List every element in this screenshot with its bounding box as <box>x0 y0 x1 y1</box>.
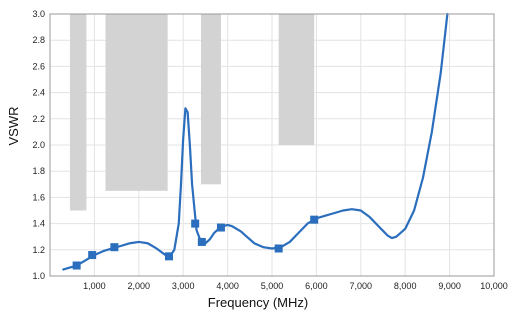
x-tick-label-8: 9,000 <box>438 281 461 291</box>
y-tick-label-9: 2.8 <box>32 35 45 45</box>
y-tick-label-7: 2.4 <box>32 88 45 98</box>
limit-band-3 <box>278 14 315 145</box>
x-tick-label-6: 7,000 <box>350 281 373 291</box>
limit-band-2 <box>200 14 221 185</box>
y-tick-label-4: 1.8 <box>32 166 45 176</box>
y-tick-label-0: 1.0 <box>32 271 45 281</box>
x-axis-label: Frequency (MHz) <box>208 295 308 310</box>
data-marker-8 <box>310 215 319 224</box>
markers-layer <box>72 215 319 270</box>
y-axis-label: VSWR <box>6 107 21 146</box>
x-tick-label-5: 6,000 <box>305 281 328 291</box>
plot-border <box>49 13 495 277</box>
y-tick-label-10: 3.0 <box>32 9 45 19</box>
data-marker-5 <box>197 237 206 246</box>
y-tick-label-3: 1.6 <box>32 192 45 202</box>
data-marker-2 <box>110 243 119 252</box>
x-tick-label-1: 2,000 <box>128 281 151 291</box>
data-marker-0 <box>72 261 81 270</box>
y-tick-labels: 1.0 1.2 1.4 1.6 1.8 2.0 2.2 2.4 2.6 2.8 3.0 <box>32 9 45 281</box>
limit-band-1 <box>105 14 168 191</box>
y-tick-label-5: 2.0 <box>32 140 45 150</box>
data-marker-6 <box>216 223 225 232</box>
data-marker-7 <box>274 244 283 253</box>
x-tick-label-4: 5,000 <box>261 281 284 291</box>
data-marker-3 <box>164 252 173 261</box>
y-tick-label-6: 2.2 <box>32 114 45 124</box>
bands-layer <box>69 14 315 211</box>
y-tick-label-8: 2.6 <box>32 61 45 71</box>
x-tick-labels: 1,000 2,000 3,000 4,000 5,000 6,000 7,000 8,000… <box>83 281 508 291</box>
series-layer <box>62 12 449 271</box>
x-tick-label-3: 4,000 <box>216 281 239 291</box>
x-tick-label-7: 8,000 <box>394 281 417 291</box>
y-tick-label-2: 1.4 <box>32 219 45 229</box>
limit-band-0 <box>69 14 87 211</box>
y-tick-label-1: 1.2 <box>32 245 45 255</box>
data-marker-1 <box>88 251 97 260</box>
data-marker-4 <box>191 219 200 228</box>
x-tick-label-0: 1,000 <box>83 281 106 291</box>
series-line-0 <box>62 12 449 271</box>
x-tick-label-2: 3,000 <box>172 281 195 291</box>
x-tick-label-9: 10,000 <box>480 281 508 291</box>
